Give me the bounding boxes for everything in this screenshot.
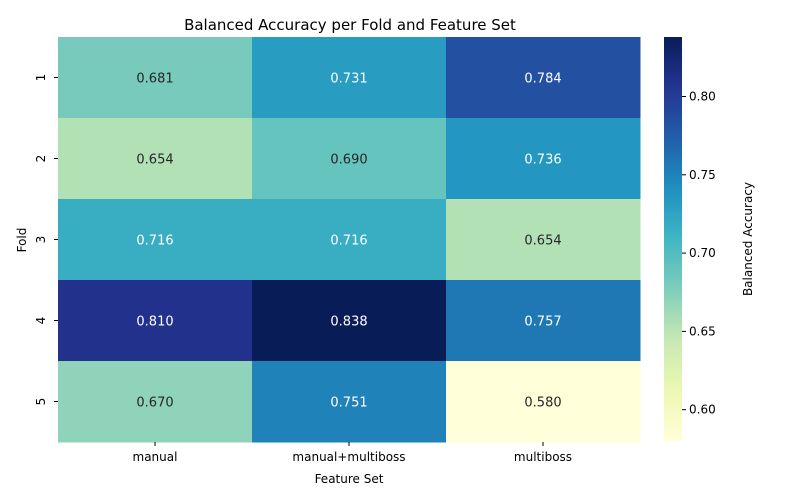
cell-value-label: 0.810 xyxy=(136,315,173,330)
cell-value-label: 0.731 xyxy=(330,72,367,87)
heatmap-cell xyxy=(446,37,641,119)
heatmap-cells: 0.681 0.731 0.784 0.654 0.690 0.736 0.716 0.716… xyxy=(58,37,641,443)
cell-value-label: 0.690 xyxy=(330,153,367,168)
heatmap-cell xyxy=(446,361,641,443)
heatmap-cell xyxy=(446,199,641,281)
cell-value-label: 0.716 xyxy=(330,234,367,249)
y-tick-label: 5 xyxy=(34,398,48,406)
colorbar-ticks: 0.60 0.65 0.70 0.75 0.80 xyxy=(682,90,716,417)
heatmap-cell xyxy=(252,118,447,200)
x-tick-label: multiboss xyxy=(514,450,572,464)
colorbar-tick-label: 0.65 xyxy=(689,324,716,338)
cell-value-label: 0.757 xyxy=(524,315,561,330)
cell-value-label: 0.654 xyxy=(136,153,173,168)
cell-value-label: 0.681 xyxy=(136,72,173,87)
heatmap-cell xyxy=(58,199,253,281)
colorbar xyxy=(664,37,682,441)
heatmap-cell xyxy=(58,118,253,200)
y-axis-label: Fold xyxy=(15,228,29,253)
heatmap-cell xyxy=(252,37,447,119)
y-tick-label: 4 xyxy=(34,317,48,325)
y-tick-labels: 1 2 3 4 5 xyxy=(34,74,58,406)
x-axis-label: Feature Set xyxy=(315,472,384,486)
x-tick-labels: manual manual+multiboss multiboss xyxy=(133,442,572,464)
x-tick-label: manual xyxy=(133,450,178,464)
cell-value-label: 0.784 xyxy=(524,72,561,87)
heatmap-cell xyxy=(446,118,641,200)
colorbar-tick-label: 0.60 xyxy=(689,403,716,417)
cell-value-label: 0.670 xyxy=(136,396,173,411)
heatmap-cell xyxy=(446,280,641,362)
chart-title: Balanced Accuracy per Fold and Feature S… xyxy=(184,16,516,34)
heatmap-cell xyxy=(58,280,253,362)
colorbar-label: Balanced Accuracy xyxy=(741,182,755,296)
cell-value-label: 0.580 xyxy=(524,396,561,411)
cell-value-label: 0.716 xyxy=(136,234,173,249)
y-tick-label: 3 xyxy=(34,236,48,244)
cell-value-label: 0.736 xyxy=(524,153,561,168)
cell-value-label: 0.751 xyxy=(330,396,367,411)
colorbar-tick-label: 0.80 xyxy=(689,90,716,104)
x-tick-label: manual+multiboss xyxy=(292,450,405,464)
cell-value-label: 0.838 xyxy=(330,315,367,330)
colorbar-tick-label: 0.75 xyxy=(689,168,716,182)
y-tick-label: 2 xyxy=(34,155,48,163)
colorbar-tick-label: 0.70 xyxy=(689,246,716,260)
heatmap-cell xyxy=(58,361,253,443)
cell-value-label: 0.654 xyxy=(524,234,561,249)
y-tick-label: 1 xyxy=(34,74,48,82)
heatmap-cell xyxy=(252,199,447,281)
heatmap-cell xyxy=(252,361,447,443)
heatmap-cell xyxy=(252,280,447,362)
heatmap-cell xyxy=(58,37,253,119)
